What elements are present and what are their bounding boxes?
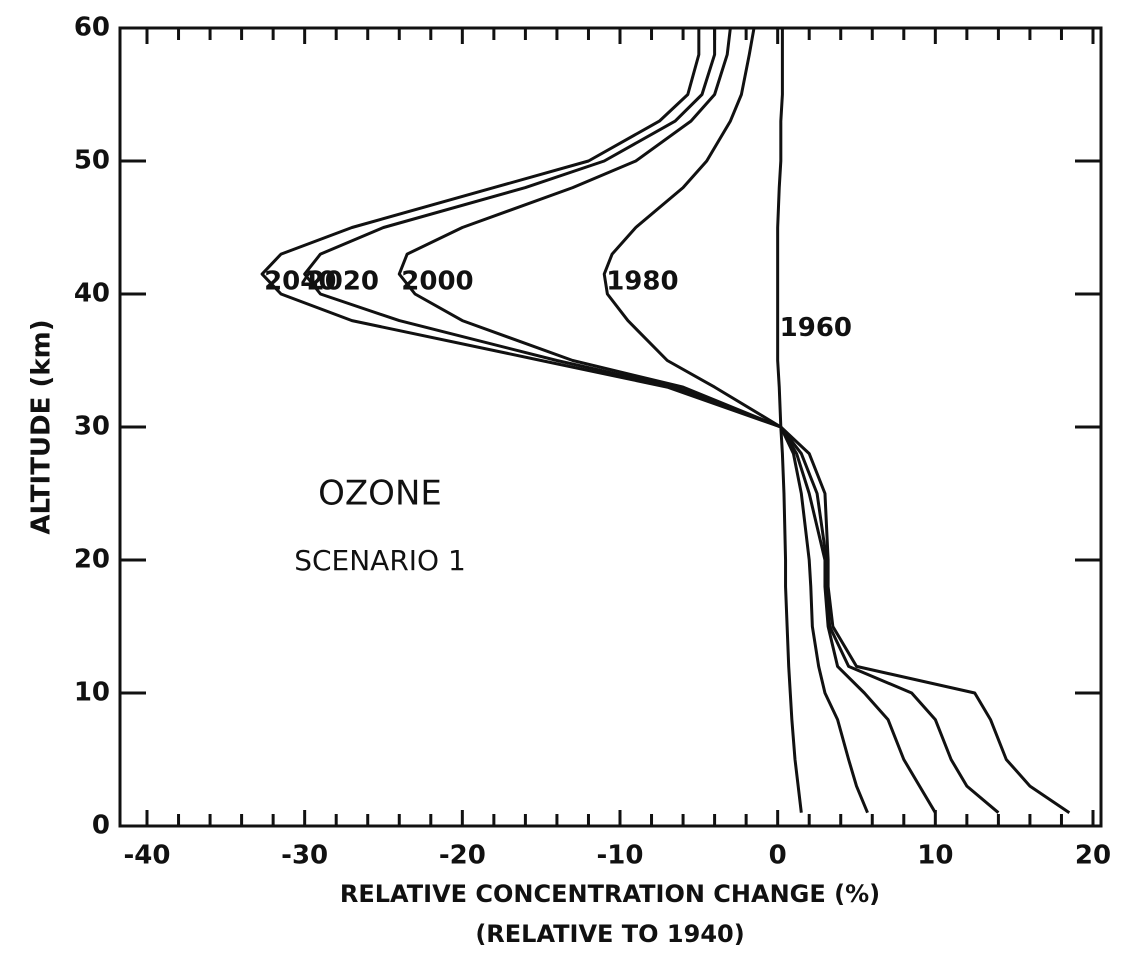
series-label: 2020 (307, 267, 379, 297)
profile-line (397, 27, 937, 814)
y-tick-label: 40 (74, 279, 110, 309)
x-axis-label: RELATIVE CONCENTRATION CHANGE (%) (340, 880, 880, 908)
annotation: SCENARIO 1 (294, 544, 466, 577)
x-tick-label: -40 (124, 841, 171, 871)
y-tick-label: 30 (74, 412, 110, 442)
profile-line (602, 27, 869, 814)
series-label: 2040 (264, 267, 336, 297)
x-axis-sublabel: (RELATIVE TO 1940) (475, 920, 744, 948)
profile-line (776, 28, 803, 813)
x-tick-label: -10 (597, 841, 644, 871)
profile-line (260, 28, 1071, 814)
x-tick-label: 20 (1075, 841, 1111, 871)
series-label: 2000 (401, 267, 473, 297)
x-tick-label: -20 (439, 841, 486, 871)
x-tick-label: 0 (769, 841, 787, 871)
y-tick-label: 60 (74, 13, 110, 43)
y-tick-label: 0 (92, 811, 110, 841)
x-tick-label: -30 (281, 841, 328, 871)
y-tick-label: 20 (74, 545, 110, 575)
y-tick-label: 10 (74, 678, 110, 708)
series-label: 1980 (606, 267, 678, 297)
y-axis-label: ALTITUDE (km) (27, 319, 57, 534)
profile-line (303, 28, 1000, 814)
annotation: OZONE (318, 474, 442, 514)
x-tick-label: 10 (917, 841, 953, 871)
series-label: 1960 (780, 313, 852, 343)
y-tick-label: 50 (74, 146, 110, 176)
